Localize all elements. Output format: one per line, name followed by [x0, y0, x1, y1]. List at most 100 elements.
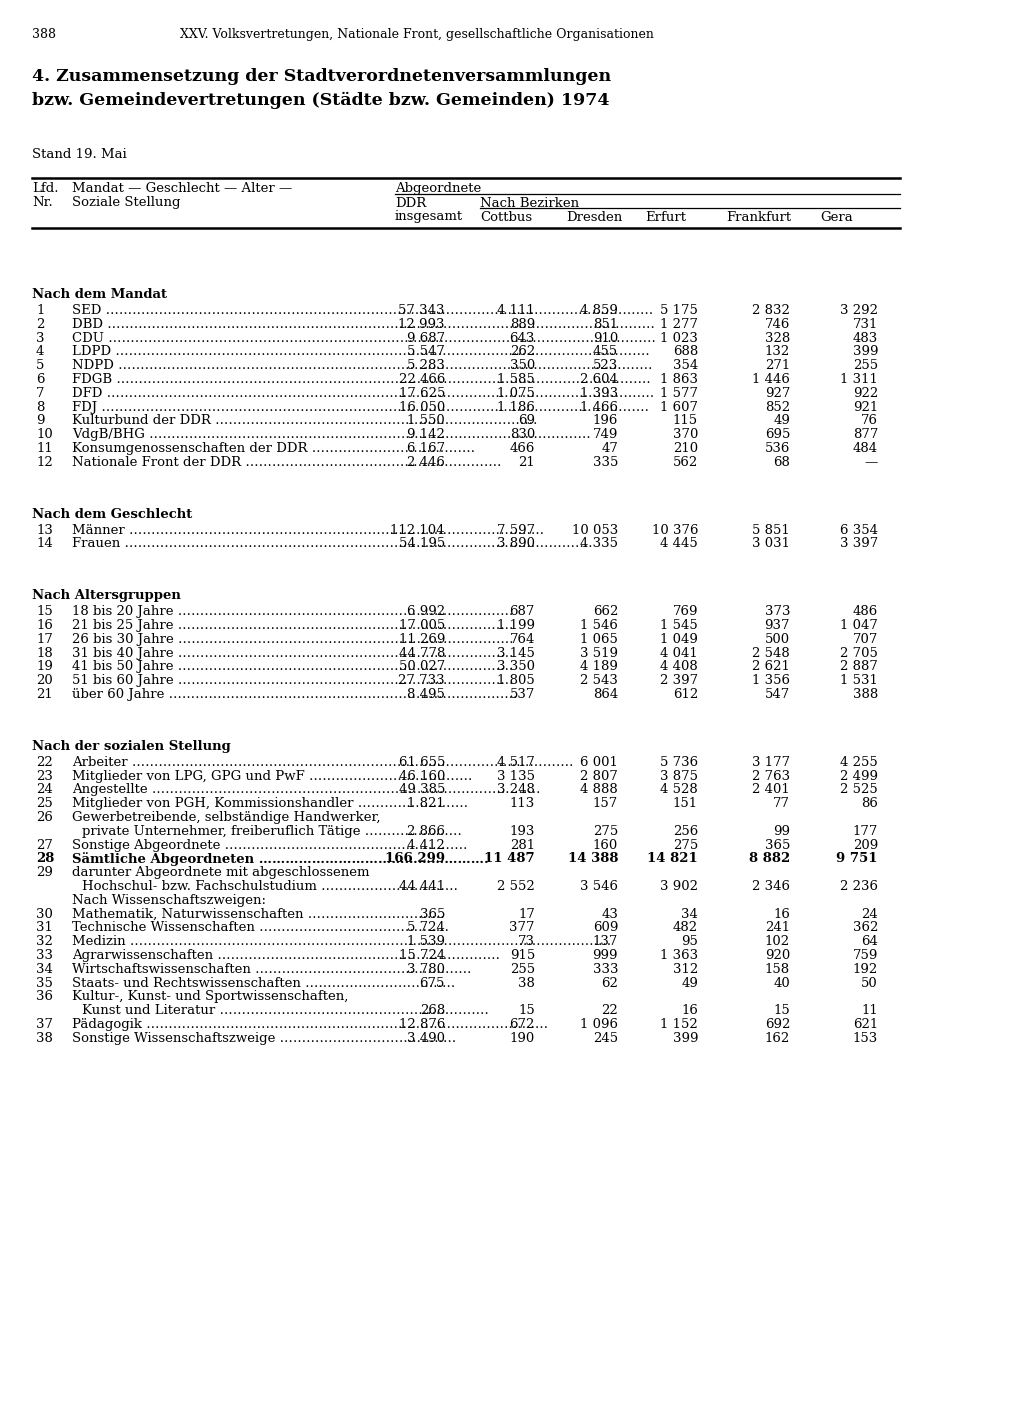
Text: 1 577: 1 577 — [660, 387, 698, 399]
Text: 50: 50 — [861, 976, 878, 989]
Text: 38: 38 — [518, 976, 535, 989]
Text: 4 189: 4 189 — [581, 661, 618, 674]
Text: DFD …………………………………………………………………………………………………………….: DFD ………………………………………………………………………………………………… — [72, 387, 654, 399]
Text: 2 807: 2 807 — [581, 770, 618, 783]
Text: 910: 910 — [593, 331, 618, 345]
Text: 388: 388 — [32, 28, 56, 41]
Text: 275: 275 — [593, 824, 618, 838]
Text: Medizin ……………………………………………………………………………………………….: Medizin ……………………………………………………………………………………… — [72, 935, 611, 948]
Text: Frauen …………………………………………………………………………………………….: Frauen ………………………………………………………………………………………… — [72, 537, 593, 550]
Text: 137: 137 — [593, 935, 618, 948]
Text: 22: 22 — [36, 756, 53, 769]
Text: 1 805: 1 805 — [498, 674, 535, 688]
Text: 160: 160 — [593, 838, 618, 851]
Text: 2 832: 2 832 — [752, 304, 790, 317]
Text: 6: 6 — [36, 372, 44, 387]
Text: 746: 746 — [765, 318, 790, 331]
Text: 64: 64 — [861, 935, 878, 948]
Text: 14 388: 14 388 — [567, 853, 618, 865]
Text: 115: 115 — [673, 415, 698, 428]
Text: 16: 16 — [773, 908, 790, 921]
Text: 8: 8 — [36, 401, 44, 414]
Text: 16 050: 16 050 — [398, 401, 445, 414]
Text: 6 167: 6 167 — [407, 442, 445, 455]
Text: Staats- und Rechtswissenschaften …………………………….: Staats- und Rechtswissenschaften …………………… — [72, 976, 455, 989]
Text: 3 519: 3 519 — [580, 647, 618, 659]
Text: 47: 47 — [601, 442, 618, 455]
Text: 95: 95 — [681, 935, 698, 948]
Text: 1 550: 1 550 — [408, 415, 445, 428]
Text: 2 543: 2 543 — [581, 674, 618, 688]
Text: 17 005: 17 005 — [398, 620, 445, 632]
Text: 864: 864 — [593, 688, 618, 701]
Text: 3 875: 3 875 — [660, 770, 698, 783]
Text: 2 397: 2 397 — [659, 674, 698, 688]
Text: 11 487: 11 487 — [484, 853, 535, 865]
Text: 2 499: 2 499 — [840, 770, 878, 783]
Text: 4 111: 4 111 — [498, 304, 535, 317]
Text: Nach dem Geschlecht: Nach dem Geschlecht — [32, 507, 193, 520]
Text: private Unternehmer, freiberuflich Tätige ………………….: private Unternehmer, freiberuflich Tätig… — [82, 824, 462, 838]
Text: 707: 707 — [853, 632, 878, 645]
Text: Lfd.: Lfd. — [32, 182, 58, 195]
Text: 877: 877 — [853, 428, 878, 441]
Text: Nach dem Mandat: Nach dem Mandat — [32, 288, 167, 301]
Text: 1 186: 1 186 — [497, 401, 535, 414]
Text: 4 408: 4 408 — [660, 661, 698, 674]
Text: Soziale Stellung: Soziale Stellung — [72, 196, 180, 209]
Text: 920: 920 — [765, 949, 790, 962]
Text: 10: 10 — [36, 428, 53, 441]
Text: 11 269: 11 269 — [398, 632, 445, 645]
Text: —: — — [864, 456, 878, 469]
Text: Kultur-, Kunst- und Sportwissenschaften,: Kultur-, Kunst- und Sportwissenschaften, — [72, 990, 348, 1003]
Text: Dresden: Dresden — [566, 210, 623, 225]
Text: 38: 38 — [36, 1032, 53, 1044]
Text: 255: 255 — [853, 360, 878, 372]
Text: 69: 69 — [518, 415, 535, 428]
Text: 10 376: 10 376 — [651, 523, 698, 537]
Text: 76: 76 — [861, 415, 878, 428]
Text: 4 335: 4 335 — [580, 537, 618, 550]
Text: 15 724: 15 724 — [398, 949, 445, 962]
Text: 643: 643 — [510, 331, 535, 345]
Text: 688: 688 — [673, 345, 698, 358]
Text: Frankfurt: Frankfurt — [726, 210, 792, 225]
Text: 2 446: 2 446 — [408, 456, 445, 469]
Text: 1 065: 1 065 — [581, 632, 618, 645]
Text: Nach Wissenschaftszweigen:: Nach Wissenschaftszweigen: — [72, 894, 266, 907]
Text: 3 145: 3 145 — [497, 647, 535, 659]
Text: DDR: DDR — [395, 198, 426, 210]
Text: 3 248: 3 248 — [497, 783, 535, 796]
Text: 3 397: 3 397 — [840, 537, 878, 550]
Text: 12 876: 12 876 — [398, 1017, 445, 1032]
Text: darunter Abgeordnete mit abgeschlossenem: darunter Abgeordnete mit abgeschlossenem — [72, 867, 370, 880]
Text: 51 bis 60 Jahre ………………………………………………………………….: 51 bis 60 Jahre ………………………………………………………………… — [72, 674, 513, 688]
Text: 3 031: 3 031 — [752, 537, 790, 550]
Text: 15: 15 — [518, 1005, 535, 1017]
Text: 365: 365 — [765, 838, 790, 851]
Text: 687: 687 — [510, 605, 535, 618]
Text: 271: 271 — [765, 360, 790, 372]
Text: Nach der sozialen Stellung: Nach der sozialen Stellung — [32, 740, 230, 753]
Text: XXV. Volksvertretungen, Nationale Front, gesellschaftliche Organisationen: XXV. Volksvertretungen, Nationale Front,… — [180, 28, 654, 41]
Text: 256: 256 — [673, 824, 698, 838]
Text: SED …………………………………………………………………………………………………………….: SED ………………………………………………………………………………………………… — [72, 304, 653, 317]
Text: Nationale Front der DDR ………………………………………………….: Nationale Front der DDR …………………………………………… — [72, 456, 502, 469]
Text: 23: 23 — [36, 770, 53, 783]
Text: CDU …………………………………………………………………………………………………………….: CDU ………………………………………………………………………………………………… — [72, 331, 655, 345]
Text: 9 142: 9 142 — [408, 428, 445, 441]
Text: 1 446: 1 446 — [752, 372, 790, 387]
Text: 1 023: 1 023 — [660, 331, 698, 345]
Text: 22 466: 22 466 — [398, 372, 445, 387]
Text: 335: 335 — [593, 456, 618, 469]
Text: 49: 49 — [681, 976, 698, 989]
Text: 769: 769 — [673, 605, 698, 618]
Text: Sämtliche Abgeordneten …………………………………………….: Sämtliche Abgeordneten ……………………………………………… — [72, 853, 488, 867]
Text: 41 bis 50 Jahre ………………………………………………………………….: 41 bis 50 Jahre ………………………………………………………………… — [72, 661, 513, 674]
Text: 22: 22 — [601, 1005, 618, 1017]
Text: Cottbus: Cottbus — [480, 210, 532, 225]
Text: 1 466: 1 466 — [580, 401, 618, 414]
Text: 1 049: 1 049 — [660, 632, 698, 645]
Text: 5 724: 5 724 — [408, 921, 445, 935]
Text: 11: 11 — [36, 442, 53, 455]
